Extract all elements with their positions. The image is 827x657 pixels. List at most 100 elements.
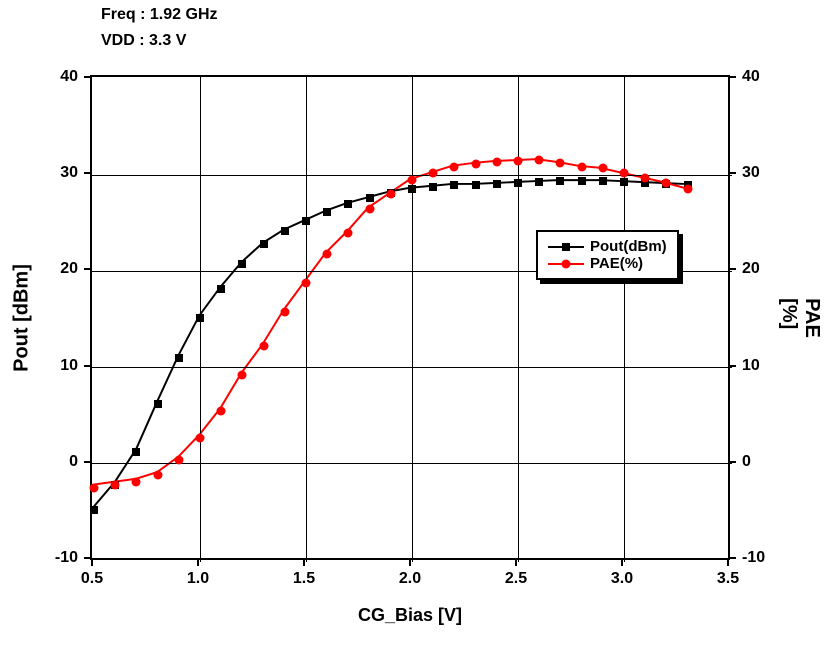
- series-marker: [344, 228, 353, 237]
- x-axis-label: CG_Bias [V]: [358, 605, 462, 626]
- tick-label: -10: [55, 549, 78, 567]
- tick-label: 10: [60, 357, 78, 375]
- series-marker: [578, 177, 586, 185]
- axis-tick: [730, 172, 736, 174]
- tick-label: 30: [742, 164, 760, 182]
- series-marker: [472, 181, 480, 189]
- axis-tick: [91, 560, 93, 566]
- series-marker: [641, 174, 650, 183]
- y2-axis-label: PAE [%]: [777, 298, 823, 338]
- series-line-1: [94, 159, 684, 484]
- series-marker: [450, 162, 459, 171]
- legend-swatch: [548, 258, 584, 270]
- grid-horizontal: [92, 367, 732, 368]
- tick-label: 30: [60, 164, 78, 182]
- freq-label: Freq: [101, 6, 136, 23]
- tick-label: 3.5: [717, 570, 739, 588]
- series-marker: [493, 180, 501, 188]
- series-svg: [92, 77, 728, 558]
- series-marker: [514, 179, 522, 187]
- tick-label: 10: [742, 357, 760, 375]
- series-marker: [174, 455, 183, 464]
- series-marker: [281, 227, 289, 235]
- tick-label: 40: [60, 68, 78, 86]
- series-marker: [217, 406, 226, 415]
- annotation-vdd: VDD : 3.3 V: [101, 32, 186, 50]
- axis-tick: [727, 560, 729, 566]
- series-marker: [683, 184, 692, 193]
- axis-tick: [730, 268, 736, 270]
- series-marker: [90, 506, 98, 514]
- tick-label: 20: [742, 260, 760, 278]
- legend-entry: Pout(dBm): [548, 238, 667, 255]
- series-marker: [259, 342, 268, 351]
- legend-entry: PAE(%): [548, 255, 667, 272]
- axis-tick: [84, 268, 90, 270]
- series-marker: [620, 178, 628, 186]
- vdd-label: VDD: [101, 32, 135, 49]
- series-marker: [323, 250, 332, 259]
- series-marker: [238, 371, 247, 380]
- axis-tick: [730, 76, 736, 78]
- series-marker: [408, 176, 417, 185]
- chart-stage: Freq : 1.92 GHz VDD : 3.3 V Pout(dBm)PAE…: [0, 0, 827, 657]
- plot-area: [90, 75, 730, 560]
- freq-sep: :: [140, 6, 145, 23]
- tick-label: 1.0: [187, 570, 209, 588]
- series-marker: [344, 200, 352, 208]
- series-marker: [111, 480, 120, 489]
- series-marker: [598, 164, 607, 173]
- series-marker: [471, 159, 480, 168]
- legend-swatch: [548, 241, 584, 253]
- series-marker: [492, 157, 501, 166]
- tick-label: 3.0: [611, 570, 633, 588]
- axis-tick: [84, 365, 90, 367]
- series-marker: [535, 155, 544, 164]
- grid-vertical: [518, 77, 519, 562]
- axis-tick: [409, 560, 411, 566]
- legend: Pout(dBm)PAE(%): [536, 230, 679, 280]
- series-marker: [514, 156, 523, 165]
- series-marker: [429, 169, 438, 178]
- tick-label: 40: [742, 68, 760, 86]
- series-marker: [386, 190, 395, 199]
- series-marker: [408, 185, 416, 193]
- grid-vertical: [412, 77, 413, 562]
- tick-label: 2.5: [505, 570, 527, 588]
- series-marker: [175, 354, 183, 362]
- axis-tick: [730, 461, 736, 463]
- vdd-value: 3.3 V: [149, 32, 186, 49]
- axis-tick: [515, 560, 517, 566]
- series-marker: [196, 314, 204, 322]
- series-marker: [90, 483, 99, 492]
- series-marker: [238, 260, 246, 268]
- series-marker: [132, 478, 141, 487]
- y1-axis-label: Pout [dBm]: [11, 264, 34, 372]
- tick-label: 20: [60, 260, 78, 278]
- axis-tick: [621, 560, 623, 566]
- series-marker: [323, 208, 331, 216]
- legend-label: Pout(dBm): [590, 238, 667, 255]
- series-marker: [217, 285, 225, 293]
- tick-label: 0.5: [81, 570, 103, 588]
- freq-value: 1.92 GHz: [150, 6, 218, 23]
- series-marker: [153, 471, 162, 480]
- series-marker: [556, 158, 565, 167]
- grid-vertical: [306, 77, 307, 562]
- annotation-freq: Freq : 1.92 GHz: [101, 6, 218, 24]
- tick-label: 0: [742, 453, 751, 471]
- series-marker: [662, 178, 671, 187]
- series-marker: [366, 194, 374, 202]
- tick-label: -10: [742, 549, 765, 567]
- series-marker: [302, 217, 310, 225]
- series-marker: [196, 433, 205, 442]
- grid-vertical: [624, 77, 625, 562]
- series-marker: [556, 177, 564, 185]
- series-marker: [429, 183, 437, 191]
- tick-label: 1.5: [293, 570, 315, 588]
- axis-tick: [730, 365, 736, 367]
- axis-tick: [84, 557, 90, 559]
- series-marker: [302, 278, 311, 287]
- series-marker: [365, 204, 374, 213]
- series-marker: [154, 400, 162, 408]
